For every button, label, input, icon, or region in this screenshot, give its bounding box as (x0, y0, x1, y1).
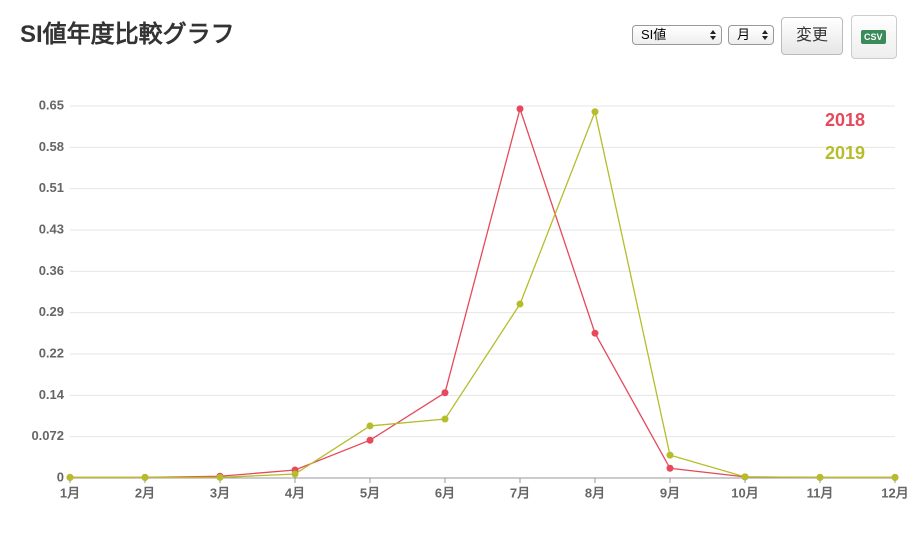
y-tick-label: 0 (57, 469, 64, 484)
csv-button[interactable]: CSV (851, 15, 897, 59)
y-tick-label: 0.43 (39, 221, 64, 236)
data-point (366, 422, 374, 430)
y-tick-label: 0.36 (39, 263, 64, 278)
period-select-text: 月 (737, 27, 751, 42)
x-tick-label: 11月 (807, 485, 834, 500)
y-tick-label: 0.51 (39, 180, 64, 195)
x-tick-label: 9月 (660, 485, 680, 500)
data-point (591, 329, 599, 337)
y-tick-label: 0.65 (39, 97, 64, 112)
metric-select[interactable]: SI値 (632, 25, 722, 45)
period-select[interactable]: 月 (728, 25, 774, 45)
page-title: SI値年度比較グラフ (20, 21, 235, 48)
data-point (816, 473, 824, 481)
y-tick-label: 0.14 (39, 387, 65, 402)
legend-entry: 2018 (825, 110, 865, 130)
x-tick-label: 4月 (285, 485, 305, 500)
data-point (141, 473, 149, 481)
data-point (891, 473, 899, 481)
select-arrows (710, 30, 716, 40)
data-point (216, 473, 224, 481)
csv-label: CSV (861, 30, 886, 44)
x-tick-label: 8月 (585, 485, 605, 500)
x-tick-label: 6月 (435, 485, 455, 500)
y-tick-label: 0.22 (39, 345, 64, 360)
data-point (516, 105, 524, 113)
data-point (441, 415, 449, 423)
y-tick-label: 0.29 (39, 304, 64, 319)
x-tick-label: 12月 (881, 485, 908, 500)
x-tick-label: 7月 (510, 485, 530, 500)
data-point (366, 436, 374, 444)
legend-entry: 2019 (825, 143, 865, 163)
x-tick-label: 5月 (360, 485, 380, 500)
data-point (66, 473, 74, 481)
x-tick-label: 3月 (210, 485, 230, 500)
y-tick-label: 0.072 (31, 428, 64, 443)
data-point (666, 464, 674, 472)
select-arrows (762, 30, 768, 40)
data-point (441, 389, 449, 397)
x-tick-label: 2月 (135, 485, 155, 500)
series-line (70, 106, 895, 479)
metric-select-text: SI値 (641, 27, 667, 42)
data-point (666, 451, 674, 459)
data-point (516, 300, 524, 308)
x-tick-label: 1月 (60, 485, 80, 500)
data-point (741, 473, 749, 481)
change-button[interactable]: 変更 (781, 17, 843, 55)
x-tick-label: 10月 (731, 485, 758, 500)
series-line (70, 109, 895, 479)
data-point (291, 470, 299, 478)
y-tick-label: 0.58 (39, 139, 64, 154)
data-point (591, 108, 599, 116)
